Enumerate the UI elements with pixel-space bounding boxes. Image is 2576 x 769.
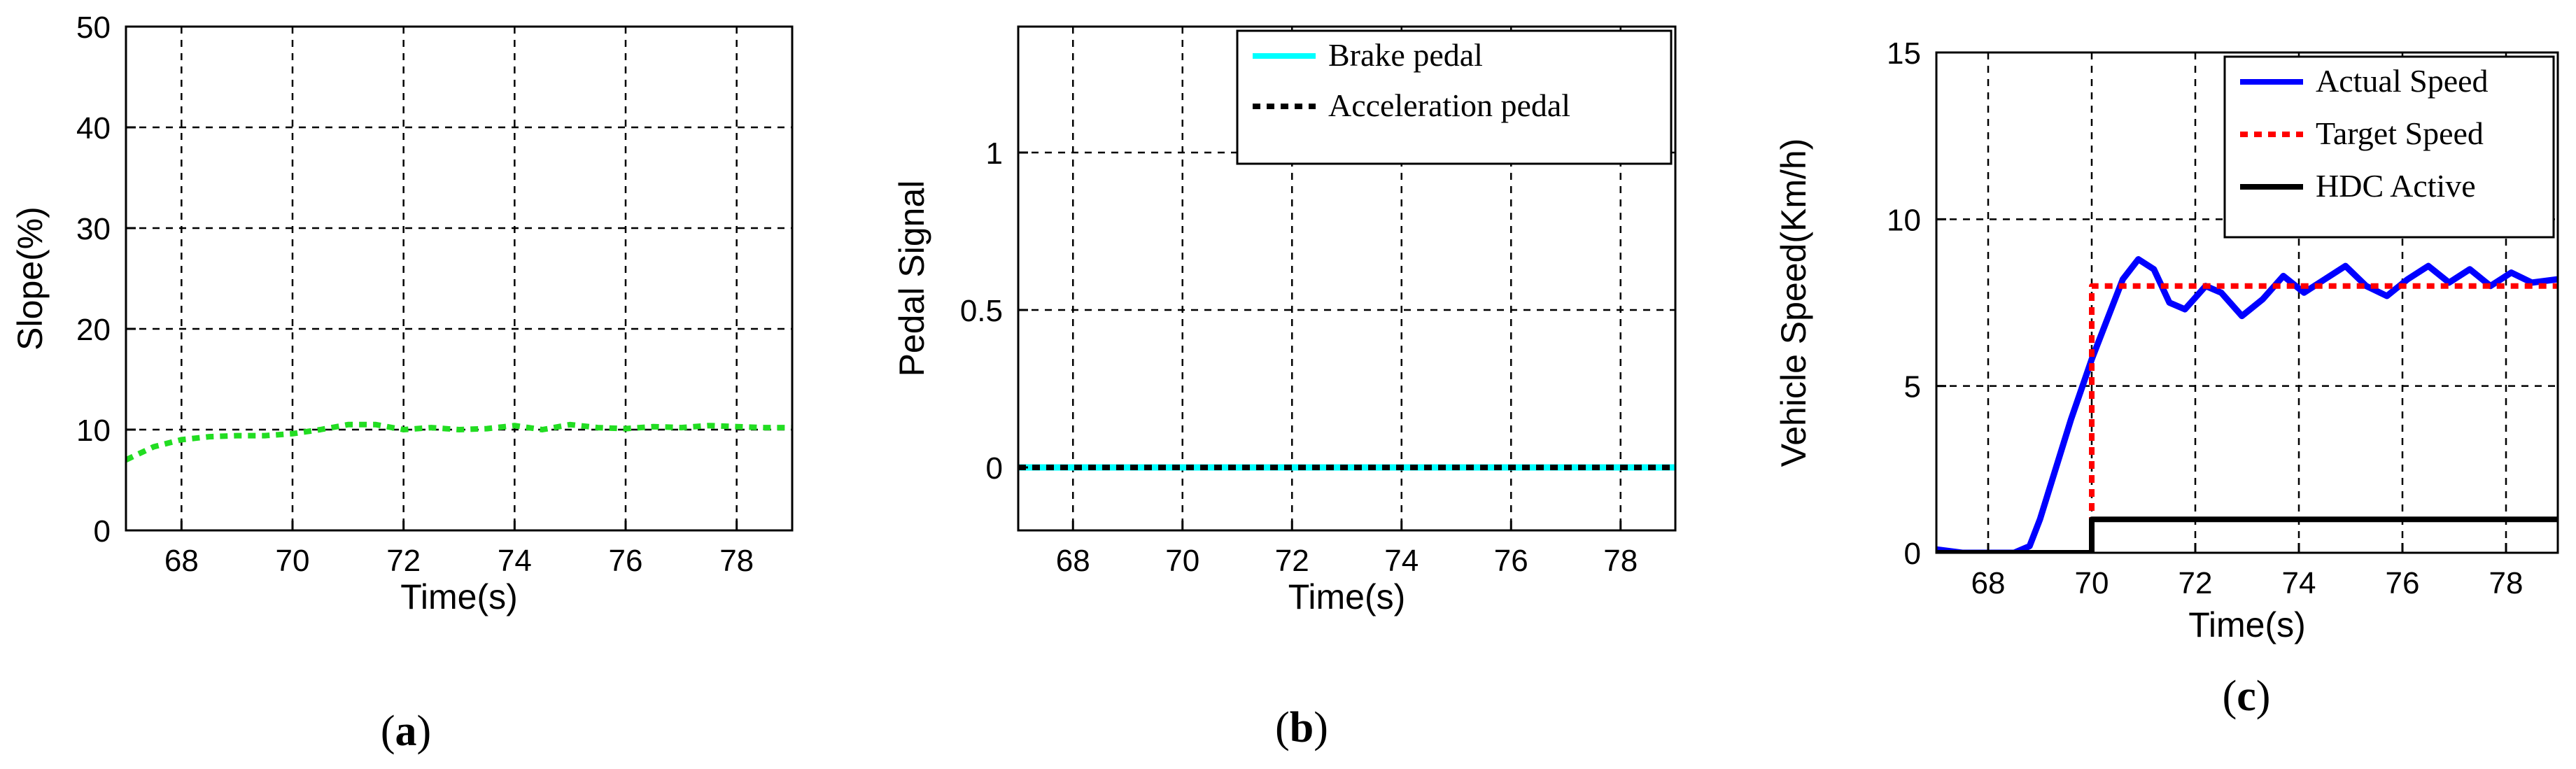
- legend-entry-target-speed: Target Speed: [2316, 115, 2484, 151]
- chart-c: 68 70 72 74 76 78 0 5 10 15 Time(s) Vehicle Speed(K…: [1774, 36, 2559, 720]
- x-tick-label-72: 72: [1275, 544, 1309, 578]
- plot-frame: [125, 25, 794, 532]
- x-tick-label-76: 76: [1494, 544, 1528, 578]
- series-target-speed-line: [2089, 283, 2558, 553]
- y-axis-label: Slope(%): [10, 206, 50, 351]
- x-axis-label: Time(s): [400, 577, 518, 616]
- x-tick-label-78: 78: [719, 544, 754, 578]
- panel-label: (a): [381, 707, 431, 755]
- x-axis-label: Time(s): [2188, 605, 2306, 644]
- chart-a: 68 70 72 74 76 78 0 10 20 30 40 50 Time(s) Slope(%) (a…: [10, 10, 794, 755]
- x-tick-label-70: 70: [2075, 566, 2109, 600]
- x-axis-label: Time(s): [1288, 577, 1406, 616]
- x-tick-label-76: 76: [2386, 566, 2420, 600]
- x-tick-label-68: 68: [1056, 544, 1090, 578]
- series-0-line: [126, 421, 792, 463]
- y-axis-label: Vehicle Speed(Km/h): [1774, 139, 1813, 467]
- y-tick-label-0: 0: [986, 451, 1003, 486]
- panel-label: (b): [1275, 704, 1328, 752]
- legend-box: [1236, 29, 1673, 165]
- panel-letter: b: [1290, 704, 1314, 752]
- x-tick-label-72: 72: [386, 544, 421, 578]
- series-hdc-active-line: [1936, 516, 2558, 553]
- x-tick-label-74: 74: [2282, 566, 2316, 600]
- plot-frame: [1935, 51, 2559, 554]
- legend-entry-brake-pedal: Brake pedal: [1328, 37, 1483, 73]
- y-tick-label-40: 40: [76, 111, 111, 146]
- y-tick-label-0: 0: [94, 514, 111, 549]
- legend-box: [2223, 55, 2555, 239]
- x-tick-label-78: 78: [1603, 544, 1638, 578]
- panel-letter: c: [2237, 672, 2256, 720]
- y-tick-label-30: 30: [76, 212, 111, 246]
- x-tick-label-68: 68: [164, 544, 199, 578]
- legend-entry-hdc-active: HDC Active: [2316, 168, 2476, 204]
- panel-letter: a: [395, 707, 417, 755]
- x-tick-label-70: 70: [276, 544, 310, 578]
- y-tick-label-0: 0: [1904, 537, 1921, 571]
- plot-frame: [1017, 25, 1677, 532]
- x-tick-label-70: 70: [1165, 544, 1199, 578]
- y-tick-label-0.5: 0.5: [960, 294, 1003, 328]
- x-tick-label-76: 76: [609, 544, 643, 578]
- series-actual-speed-line: [1936, 256, 2558, 553]
- panel-label: (c): [2223, 672, 2271, 720]
- x-tick-label-72: 72: [2179, 566, 2213, 600]
- y-tick-label-1: 1: [986, 136, 1003, 171]
- y-tick-label-20: 20: [76, 313, 111, 347]
- y-tick-label-50: 50: [76, 10, 111, 45]
- legend: Brake pedal Acceleration pedal: [1236, 29, 1673, 165]
- x-tick-label-74: 74: [498, 544, 532, 578]
- x-tick-label-78: 78: [2489, 566, 2524, 600]
- legend-entry-acceleration-pedal: Acceleration pedal: [1328, 87, 1570, 123]
- y-tick-label-10: 10: [1887, 203, 1921, 237]
- legend: Actual Speed Target Speed HDC Active: [2223, 55, 2555, 239]
- legend-entry-actual-speed: Actual Speed: [2316, 63, 2489, 99]
- chart-b: 68 70 72 74 76 78 0 0.5 1 Time(s) Pedal Signal Brak…: [892, 25, 1677, 752]
- y-tick-label-10: 10: [76, 414, 111, 448]
- y-tick-label-15: 15: [1887, 36, 1921, 71]
- y-tick-label-5: 5: [1904, 370, 1921, 404]
- x-tick-label-68: 68: [1971, 566, 2006, 600]
- x-tick-label-74: 74: [1384, 544, 1419, 578]
- y-axis-label: Pedal Signal: [892, 181, 931, 377]
